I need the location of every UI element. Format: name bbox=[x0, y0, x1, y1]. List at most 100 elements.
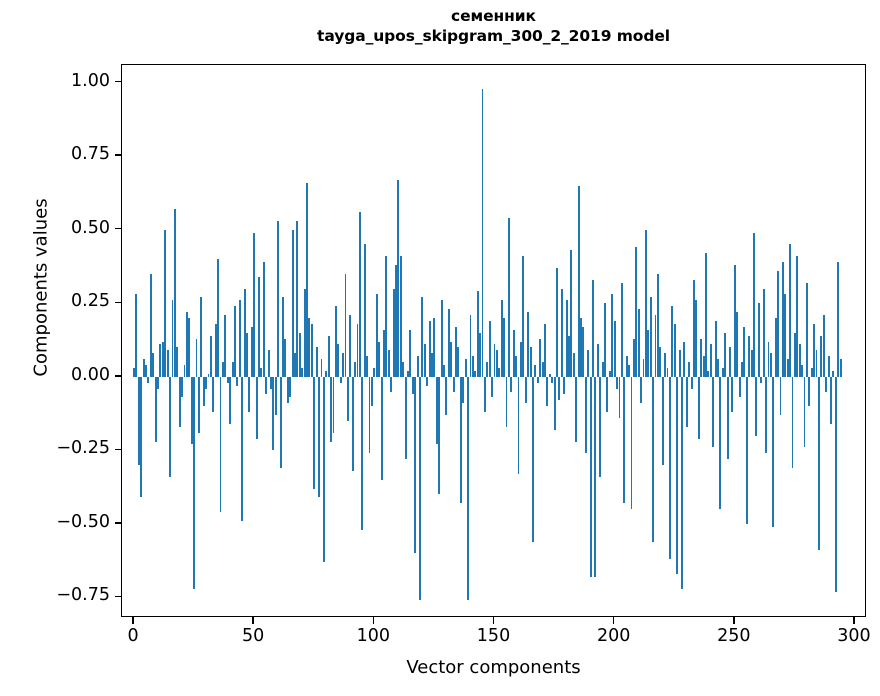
bar-series bbox=[122, 65, 865, 616]
bar bbox=[729, 347, 731, 377]
bar bbox=[517, 376, 520, 474]
bar bbox=[342, 353, 345, 377]
bar bbox=[358, 212, 361, 377]
bar bbox=[647, 329, 650, 377]
bar bbox=[414, 376, 417, 554]
bar bbox=[450, 341, 453, 377]
bar bbox=[354, 362, 357, 377]
bar bbox=[825, 376, 828, 392]
bar bbox=[289, 376, 292, 398]
bar bbox=[726, 376, 729, 460]
bar bbox=[440, 300, 443, 377]
bar bbox=[575, 376, 578, 442]
y-tick-mark bbox=[114, 301, 121, 303]
bar bbox=[534, 365, 537, 377]
bar bbox=[246, 332, 248, 377]
y-tick-mark bbox=[114, 154, 121, 156]
bar bbox=[810, 367, 813, 377]
bar bbox=[635, 247, 638, 377]
bar bbox=[801, 365, 804, 377]
bar bbox=[748, 335, 751, 377]
bar bbox=[483, 376, 486, 413]
bar bbox=[738, 376, 741, 398]
bar bbox=[330, 376, 333, 442]
chart-title-line-1: семенник bbox=[451, 7, 536, 25]
bar bbox=[217, 259, 220, 377]
bar bbox=[592, 279, 594, 377]
bar bbox=[495, 350, 498, 377]
bar bbox=[272, 376, 275, 451]
bar bbox=[404, 376, 407, 460]
bar bbox=[618, 376, 621, 418]
bar bbox=[337, 344, 340, 377]
bar bbox=[416, 356, 419, 377]
bar bbox=[664, 353, 667, 377]
bar bbox=[628, 365, 631, 377]
y-tick-mark bbox=[114, 375, 121, 377]
bar bbox=[164, 229, 167, 377]
bar bbox=[212, 376, 215, 413]
bar bbox=[221, 362, 224, 377]
bar bbox=[325, 370, 328, 377]
bar bbox=[267, 350, 270, 377]
bar bbox=[582, 326, 585, 377]
bar bbox=[803, 376, 806, 448]
bar bbox=[693, 279, 695, 377]
bar bbox=[568, 335, 570, 377]
bar bbox=[447, 309, 450, 377]
bar bbox=[169, 376, 172, 477]
bar bbox=[808, 376, 811, 407]
bar bbox=[286, 376, 289, 404]
bar bbox=[753, 232, 755, 377]
bar bbox=[334, 306, 337, 377]
bar bbox=[445, 376, 448, 416]
bar bbox=[755, 376, 758, 436]
bar bbox=[531, 376, 534, 542]
bar bbox=[524, 376, 527, 404]
bar bbox=[481, 88, 484, 377]
bar bbox=[476, 291, 479, 377]
bar bbox=[363, 244, 366, 377]
bar bbox=[419, 376, 421, 601]
bar bbox=[507, 217, 510, 377]
bar bbox=[306, 182, 308, 377]
bar bbox=[209, 335, 212, 377]
bar bbox=[553, 376, 556, 430]
bar bbox=[327, 335, 330, 377]
bar bbox=[596, 344, 599, 377]
bar bbox=[757, 303, 760, 377]
bar bbox=[671, 306, 674, 377]
bar bbox=[303, 288, 306, 377]
bar bbox=[548, 373, 551, 377]
bar bbox=[529, 347, 532, 377]
bar bbox=[558, 376, 561, 401]
bar bbox=[781, 262, 784, 377]
y-tick-label: 0.75 bbox=[71, 144, 110, 165]
bar bbox=[613, 320, 616, 377]
bar bbox=[769, 353, 772, 377]
bar bbox=[426, 376, 429, 386]
bar bbox=[462, 376, 465, 404]
bar bbox=[700, 338, 703, 377]
bar bbox=[349, 315, 352, 377]
bar bbox=[488, 320, 491, 377]
x-tick-mark bbox=[733, 617, 735, 624]
x-axis-label: Vector components bbox=[406, 657, 581, 678]
bar bbox=[195, 338, 198, 377]
bar bbox=[584, 376, 587, 454]
bar bbox=[392, 288, 395, 377]
bar bbox=[368, 376, 371, 454]
bar bbox=[676, 376, 679, 574]
bar bbox=[697, 376, 700, 439]
bar bbox=[661, 376, 664, 466]
bar bbox=[608, 370, 611, 377]
bar bbox=[789, 244, 792, 377]
bar bbox=[630, 376, 633, 510]
bar bbox=[157, 376, 159, 389]
bar bbox=[154, 376, 157, 442]
bar bbox=[178, 376, 181, 427]
bar bbox=[777, 270, 780, 377]
y-axis-label: Components values bbox=[30, 198, 52, 377]
bar bbox=[721, 367, 724, 377]
bar bbox=[344, 273, 347, 377]
